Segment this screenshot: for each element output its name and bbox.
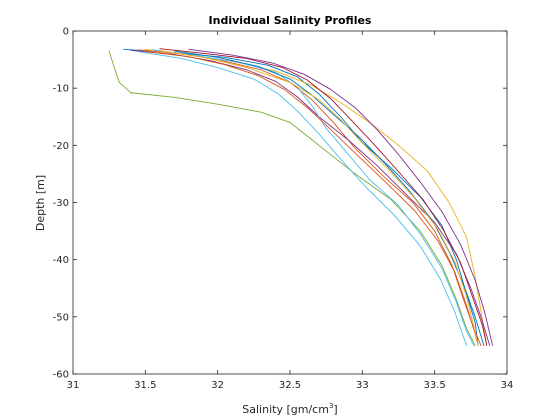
salinity-profile-line-7 bbox=[159, 48, 488, 346]
x-tick-label: 34 bbox=[501, 380, 514, 391]
salinity-profile-line-11 bbox=[159, 49, 479, 346]
y-tick-label: -60 bbox=[53, 370, 69, 381]
axes: 31 31.5 32 32.5 33 33.5 34 0 -10 -20 -30 -40 -50 -60 bbox=[53, 27, 514, 392]
y-tick-label: -40 bbox=[53, 255, 69, 266]
x-axis-label: Salinity [gm/cm3] bbox=[242, 402, 337, 416]
x-tick-label: 31.5 bbox=[134, 380, 156, 391]
x-axis-label-superscript: 3 bbox=[329, 402, 333, 410]
salinity-profile-line-5 bbox=[108, 50, 476, 346]
y-axis-label: Depth [m] bbox=[34, 175, 47, 231]
y-tick-label: -20 bbox=[53, 141, 69, 152]
chart-title: Individual Salinity Profiles bbox=[209, 14, 372, 27]
x-tick-label: 31 bbox=[67, 380, 80, 391]
salinity-profile-line-6 bbox=[152, 49, 475, 346]
y-tick-label: -10 bbox=[53, 84, 69, 95]
salinity-profile-line-12 bbox=[137, 51, 467, 346]
x-tick-label: 32.5 bbox=[279, 380, 301, 391]
y-tick-label: -30 bbox=[53, 198, 69, 209]
y-tick-label: 0 bbox=[63, 27, 69, 38]
x-tick-label: 32 bbox=[211, 380, 224, 391]
salinity-profile-line-9 bbox=[144, 51, 479, 346]
x-tick-label: 33 bbox=[356, 380, 369, 391]
salinity-profile-line-10 bbox=[188, 48, 493, 346]
salinity-profile-line-3 bbox=[144, 48, 488, 346]
x-axis-label-main: Salinity [gm/cm bbox=[242, 403, 329, 416]
x-tick-label: 33.5 bbox=[424, 380, 446, 391]
salinity-profile-line-2 bbox=[137, 49, 482, 346]
series-layer bbox=[108, 48, 493, 346]
x-axis-label-suffix: ] bbox=[333, 403, 337, 416]
y-tick-label: -50 bbox=[53, 312, 69, 323]
